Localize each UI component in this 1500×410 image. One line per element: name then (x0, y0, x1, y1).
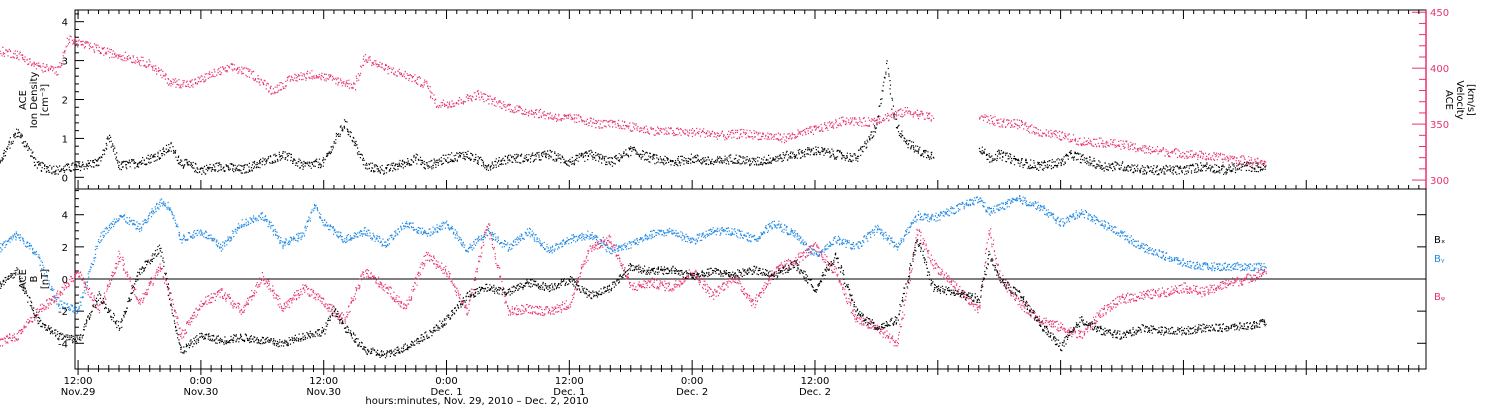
b-tick-label: -2 (58, 307, 68, 318)
density-tick-label: 2 (62, 96, 68, 107)
x-tick-time: 0:00 (190, 376, 212, 387)
x-tick-date: Nov.30 (306, 387, 341, 398)
legend-bz: Bᵩ (1434, 292, 1445, 303)
x-tick-date: Dec. 1 (553, 387, 585, 398)
x-tick-date: Dec. 2 (676, 387, 708, 398)
x-tick-time: 12:00 (64, 376, 93, 387)
x-tick-date: Dec. 2 (799, 387, 831, 398)
x-axis-title: hours:minutes, Nov. 29, 2010 – Dec. 2, 2… (365, 396, 588, 407)
density-series-points (0, 60, 1267, 176)
density-axis-ticks: 0 1 2 3 4 (62, 13, 84, 184)
density-series (0, 60, 1267, 176)
x-tick-time: 0:00 (681, 376, 703, 387)
bx-series-points (0, 239, 1267, 359)
b-axis-ticks: -4 -2 0 2 4 (58, 190, 1426, 350)
b-tick-label: 0 (62, 275, 68, 286)
density-tick-label: 3 (62, 57, 68, 68)
b-tick-label: -4 (58, 339, 68, 350)
velocity-axis-label-line3: [km/s] (1465, 84, 1476, 116)
velocity-axis-ticks: 300 350 400 450 (1412, 8, 1449, 189)
x-tick-time: 12:00 (555, 376, 584, 387)
x-tick-date: Dec. 1 (430, 387, 462, 398)
x-axis-ticks: 12:00Nov.290:00Nov.3012:00Nov.300:00Dec.… (61, 10, 1420, 398)
x-tick-date: Nov.30 (184, 387, 219, 398)
x-tick-time: 12:00 (801, 376, 830, 387)
density-tick-label: 4 (62, 18, 68, 29)
velocity-tick-label: 450 (1430, 8, 1449, 19)
b-tick-label: 2 (62, 243, 68, 254)
density-axis-label-line3: [cm⁻³] (40, 84, 51, 116)
velocity-axis-label-line2: Velocity (1454, 80, 1465, 119)
top-panel-series (0, 35, 1267, 176)
by-series (0, 195, 1267, 315)
density-tick-label: 0 (62, 173, 68, 184)
velocity-tick-label: 350 (1430, 120, 1449, 131)
velocity-tick-label: 400 (1430, 64, 1449, 75)
velocity-series-points (0, 35, 1267, 167)
x-tick-time: 0:00 (435, 376, 457, 387)
by-series-points (0, 195, 1267, 315)
legend: Bₓ Bᵧ Bᵩ (1434, 235, 1445, 303)
b-axis-label-line1: ACE (18, 269, 29, 289)
b-axis-label-line2: B (29, 275, 40, 282)
velocity-axis-label-line1: ACE (1443, 90, 1454, 110)
bottom-panel-series (0, 195, 1267, 359)
density-tick-label: 1 (62, 134, 68, 145)
density-axis-label-line2: Ion Density (29, 72, 40, 129)
b-tick-label: 4 (62, 211, 68, 222)
bottom-panel: -4 -2 0 2 4 ACE B [nT] Bₓ Bᵧ Bᵩ (0, 188, 1445, 370)
x-tick-time: 12:00 (309, 376, 338, 387)
velocity-tick-label: 300 (1430, 176, 1449, 187)
density-axis-label-line1: ACE (18, 90, 29, 110)
legend-bx: Bₓ (1434, 235, 1445, 246)
velocity-series (0, 35, 1267, 167)
legend-by: Bᵧ (1434, 254, 1445, 265)
b-axis-label-line3: [nT] (40, 269, 51, 289)
x-tick-date: Nov.29 (61, 387, 96, 398)
top-panel: 0 1 2 3 4 300 350 400 450 ACE Ion Density [cm⁻³… (0, 8, 1476, 190)
bx-series (0, 239, 1267, 359)
